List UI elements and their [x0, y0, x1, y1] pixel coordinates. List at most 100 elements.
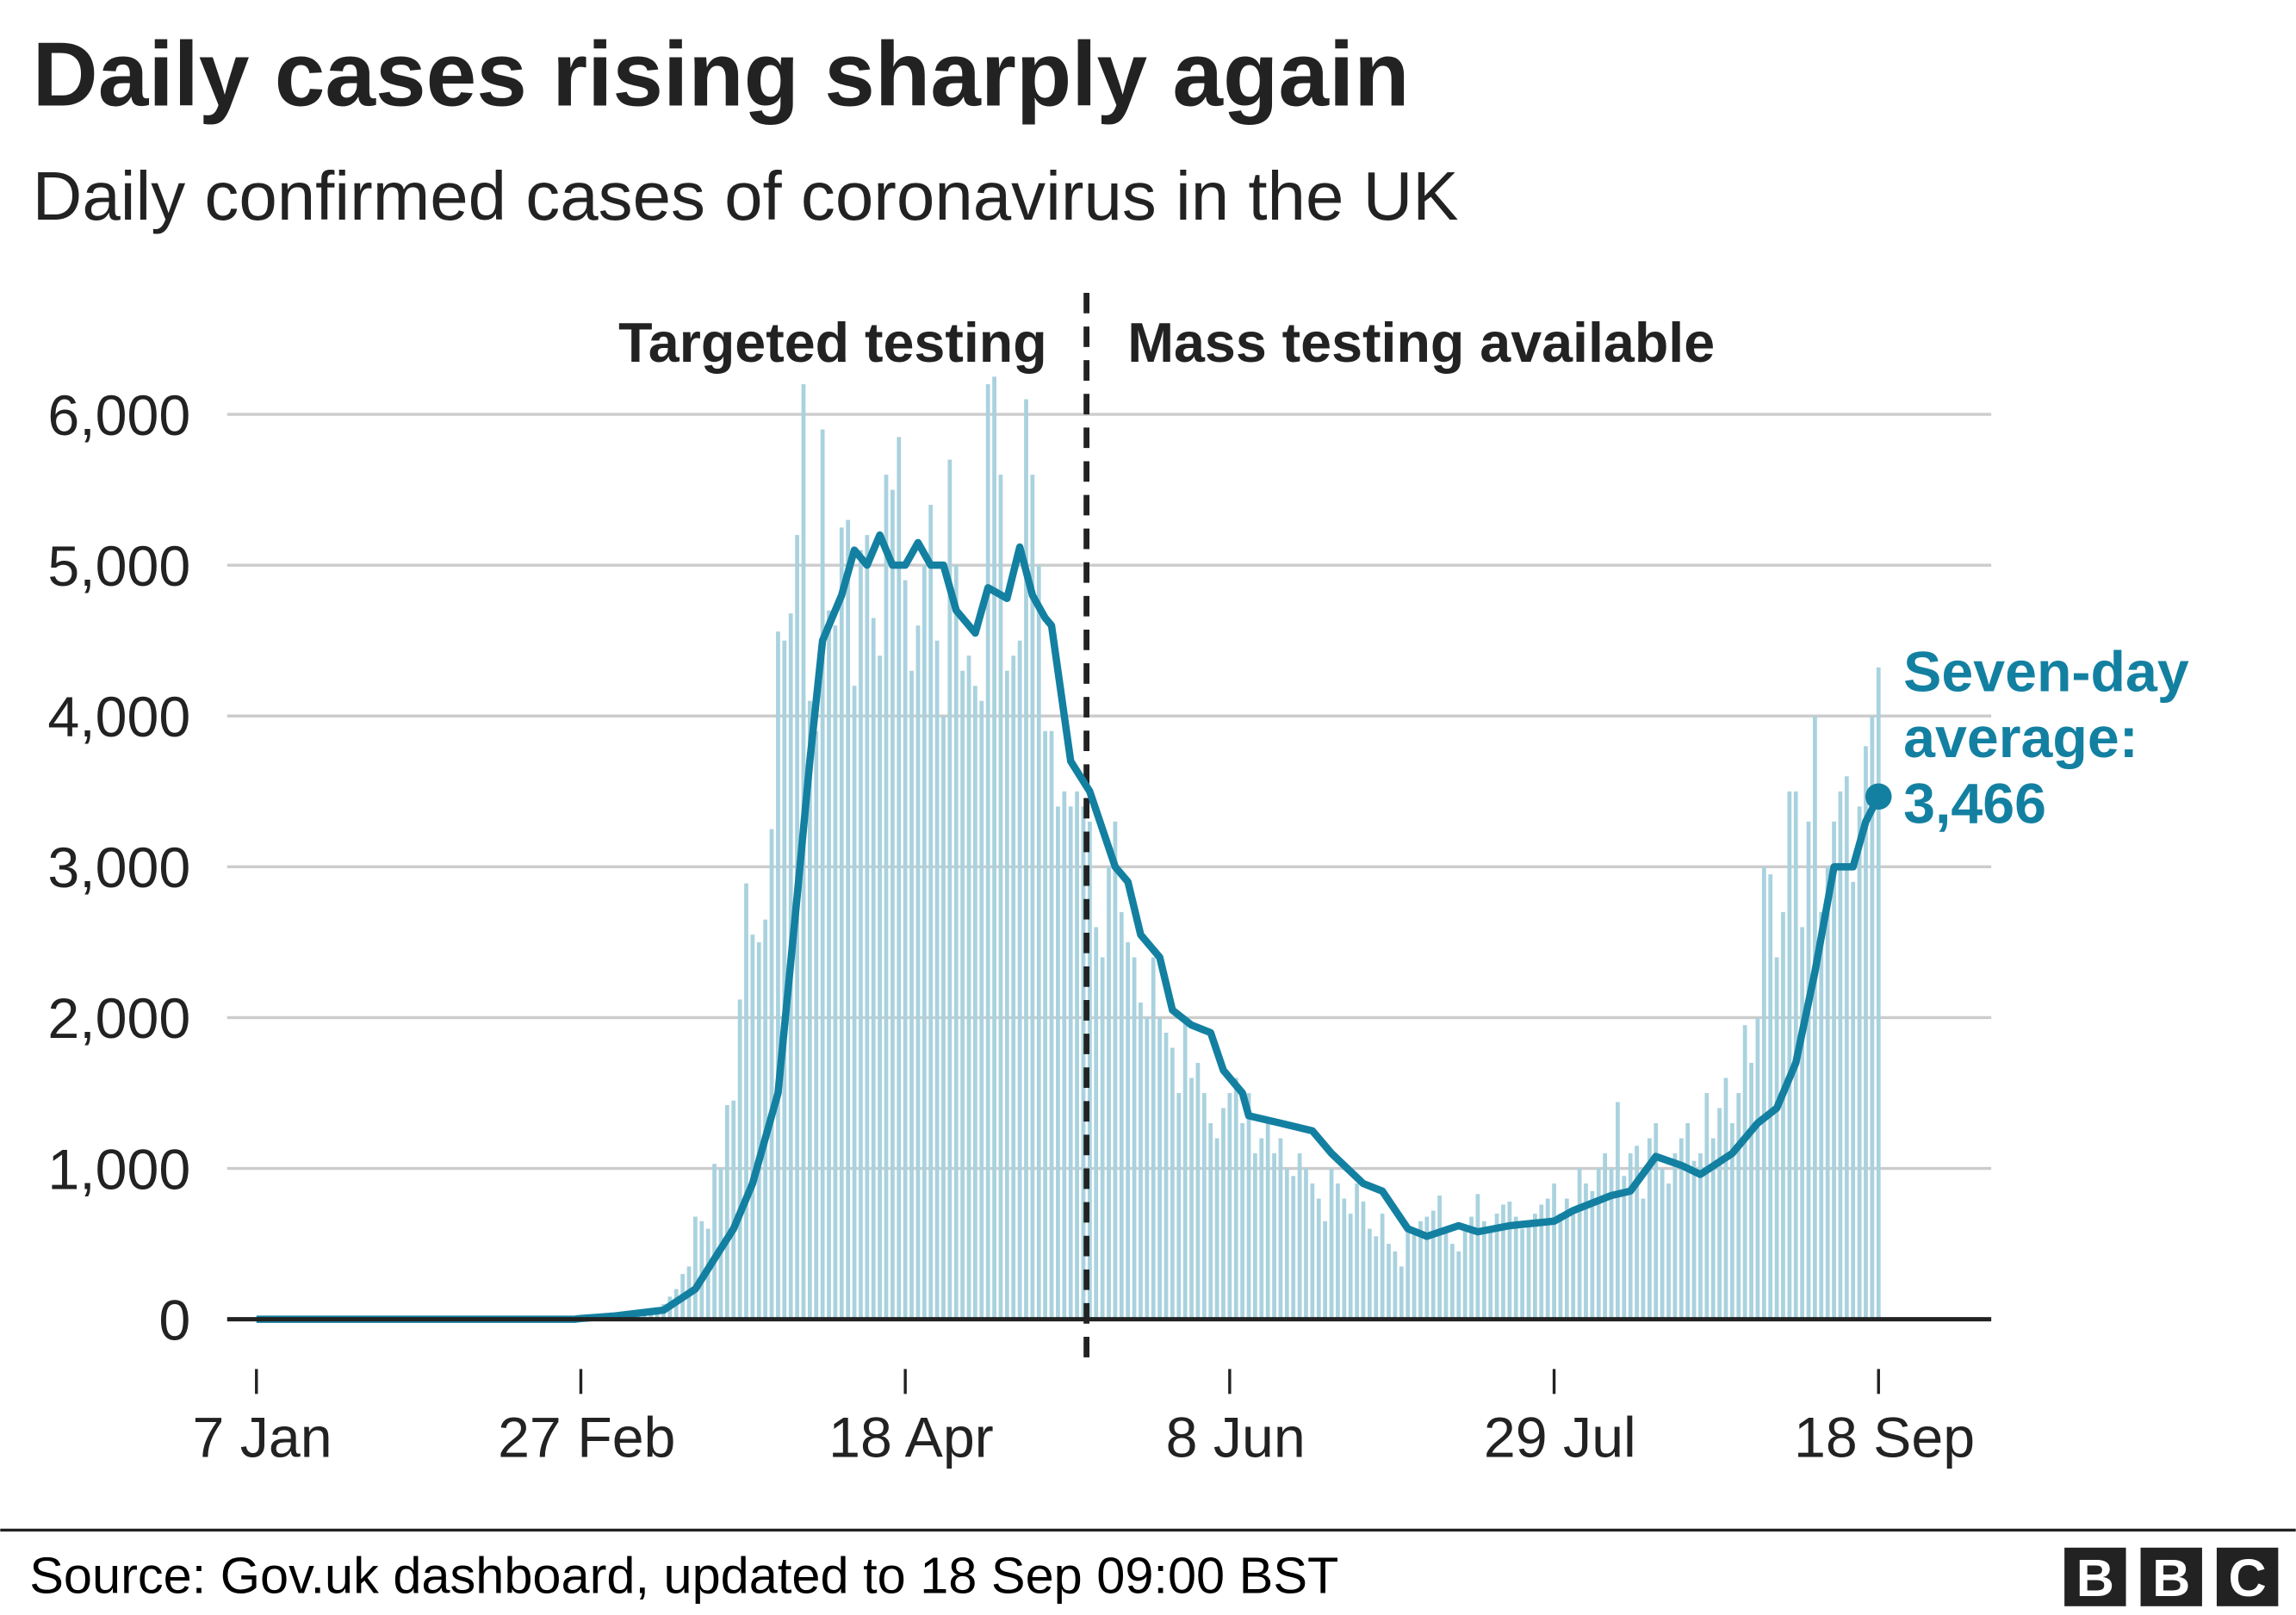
daily-bar	[846, 519, 851, 1320]
daily-bar	[1603, 1153, 1608, 1320]
daily-bar	[941, 716, 946, 1320]
daily-bar	[1342, 1198, 1347, 1320]
daily-bar	[1094, 927, 1099, 1320]
daily-bar	[1685, 1123, 1691, 1320]
chart-subtitle: Daily confirmed cases of coronavirus in …	[33, 158, 1459, 234]
daily-bar	[1145, 1017, 1150, 1320]
daily-bar	[737, 999, 742, 1320]
daily-bar	[1393, 1251, 1398, 1320]
daily-bar	[1851, 881, 1856, 1320]
daily-bar	[1157, 1017, 1162, 1320]
daily-bar	[915, 625, 921, 1320]
daily-bar	[909, 670, 914, 1320]
daily-bar	[1024, 399, 1028, 1320]
x-tick-label: 7 Jan	[192, 1406, 332, 1469]
daily-bar	[1030, 475, 1035, 1320]
daily-bar	[1418, 1221, 1423, 1320]
daily-bar	[1056, 806, 1060, 1320]
daily-bar	[1443, 1228, 1449, 1320]
daily-bar	[731, 1100, 736, 1320]
daily-bar	[884, 475, 889, 1320]
daily-bar	[1654, 1123, 1659, 1320]
daily-bar	[1380, 1214, 1385, 1320]
daily-bar	[1227, 1092, 1232, 1320]
daily-bar	[1501, 1204, 1505, 1320]
seven-day-average-endpoint	[1865, 783, 1892, 811]
daily-bar	[1151, 957, 1156, 1320]
daily-bar	[1189, 1078, 1194, 1320]
daily-bar	[928, 505, 934, 1320]
daily-bar	[1533, 1214, 1537, 1320]
daily-bar	[1742, 1025, 1747, 1320]
daily-bar	[1679, 1138, 1684, 1320]
x-axis-ticks: 7 Jan 27 Feb 18 Apr 8 Jun 29 Jul 18 Sep	[192, 1369, 1975, 1469]
daily-bar	[1132, 957, 1137, 1320]
daily-bar	[1182, 1017, 1188, 1320]
daily-bar	[1406, 1228, 1411, 1320]
daily-bar	[1787, 791, 1792, 1320]
daily-bar	[1507, 1202, 1512, 1320]
daily-bar	[985, 384, 990, 1320]
daily-bar	[1488, 1228, 1493, 1320]
annotation-line-2: average:	[1903, 706, 2138, 770]
y-tick-label: 1,000	[47, 1138, 190, 1202]
daily-bar	[712, 1164, 717, 1320]
daily-bar	[1755, 1017, 1760, 1320]
daily-bar	[1710, 1138, 1716, 1320]
y-tick-label: 6,000	[47, 384, 190, 448]
daily-bar	[839, 527, 844, 1320]
daily-bar	[1139, 1002, 1143, 1320]
daily-bar	[1361, 1202, 1366, 1320]
daily-bar	[1628, 1153, 1633, 1320]
chart-title: Daily cases rising sharply again	[33, 24, 1410, 125]
daily-bar	[1449, 1244, 1455, 1320]
daily-bar	[1825, 867, 1830, 1320]
daily-bar	[1526, 1221, 1531, 1320]
daily-bar	[922, 565, 927, 1320]
daily-bar	[1813, 716, 1817, 1320]
daily-bar	[1660, 1168, 1665, 1320]
daily-bar	[859, 550, 863, 1320]
annotation-value: 3,466	[1903, 772, 2046, 835]
daily-bar	[1043, 730, 1048, 1320]
daily-bar	[1876, 667, 1881, 1320]
y-tick-label: 5,000	[47, 535, 190, 599]
annotation-line-1: Seven-day	[1903, 640, 2189, 704]
daily-bar	[1838, 791, 1843, 1320]
daily-bar	[1672, 1153, 1678, 1320]
daily-bar	[865, 535, 870, 1320]
x-tick-label: 18 Sep	[1794, 1406, 1975, 1469]
daily-bar	[1367, 1228, 1372, 1320]
daily-bar	[1310, 1183, 1315, 1320]
y-axis-ticks: 0 1,000 2,000 3,000 4,000 5,000 6,000	[47, 384, 190, 1353]
daily-bar	[1781, 911, 1785, 1320]
daily-bar	[903, 580, 908, 1320]
daily-bar	[1316, 1198, 1321, 1320]
daily-bar	[1017, 640, 1022, 1320]
daily-bar	[827, 610, 831, 1320]
x-tick-label: 18 Apr	[828, 1406, 994, 1469]
daily-bar	[1214, 1138, 1219, 1320]
daily-bar	[1119, 911, 1124, 1320]
daily-bar	[1221, 1108, 1226, 1320]
daily-bar	[807, 700, 812, 1320]
daily-bar	[1068, 806, 1073, 1320]
daily-bar	[871, 618, 876, 1320]
daily-bar	[1424, 1216, 1430, 1320]
daily-bar	[960, 670, 965, 1320]
daily-bar	[947, 459, 953, 1320]
daily-bar	[1558, 1214, 1563, 1320]
y-tick-label: 3,000	[47, 836, 190, 900]
daily-bar	[1647, 1138, 1652, 1320]
x-tick-label: 27 Feb	[498, 1406, 675, 1469]
seven-day-average-line	[256, 531, 1883, 1323]
daily-bar	[693, 1216, 698, 1320]
daily-bar	[1430, 1210, 1436, 1320]
daily-bar	[1164, 1032, 1169, 1320]
daily-bar	[1195, 1062, 1201, 1320]
daily-bar	[1374, 1236, 1379, 1320]
daily-bar	[897, 437, 902, 1320]
daily-bar	[750, 935, 755, 1320]
daily-bars	[579, 376, 1881, 1320]
